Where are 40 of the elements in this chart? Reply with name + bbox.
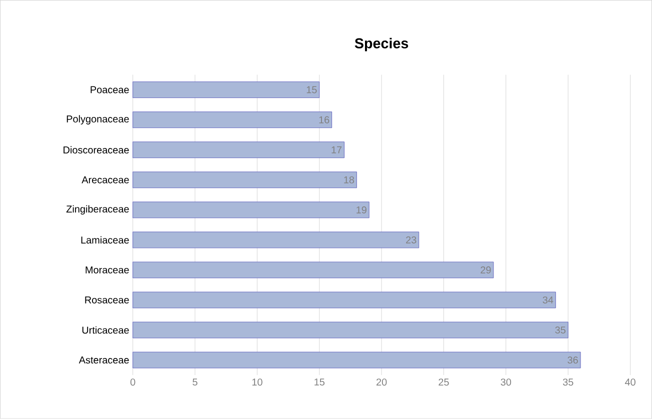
y-tick-label: Zingiberaceae: [66, 205, 129, 215]
chart-title: Species: [354, 38, 408, 52]
x-tick-label: 5: [192, 378, 198, 386]
bar: [132, 82, 320, 98]
y-tick-label: Polygonaceae: [66, 115, 129, 125]
y-tick-label: Moraceae: [86, 266, 129, 274]
bar: [132, 232, 420, 248]
bar: [132, 112, 332, 128]
x-tick-label: 40: [624, 378, 636, 386]
data-label: 18: [344, 176, 354, 184]
bar: [132, 322, 568, 338]
x-tick-label: 20: [376, 378, 387, 386]
x-tick-label: 15: [314, 378, 324, 386]
data-label: 17: [332, 146, 342, 154]
y-tick-label: Arecaceae: [82, 176, 129, 184]
x-tick-label: 35: [562, 378, 574, 386]
y-tick-label: Dioscoreaceae: [64, 146, 129, 154]
y-tick-label: Rosaceae: [85, 296, 129, 304]
data-label: 29: [480, 266, 491, 274]
y-tick-label: Asteraceae: [78, 356, 129, 364]
bar: [132, 142, 344, 158]
data-label: 36: [568, 356, 578, 364]
y-tick-label: Poaceae: [90, 86, 129, 94]
x-tick-label: 25: [438, 378, 449, 386]
bar: [132, 172, 357, 188]
bar: [132, 292, 556, 308]
x-tick-label: 30: [500, 378, 512, 386]
x-tick-label: 0: [130, 378, 136, 386]
x-tick-label: 10: [252, 378, 262, 386]
data-label: 19: [356, 206, 366, 214]
data-label: 16: [319, 116, 330, 124]
bar: [132, 352, 581, 368]
data-label: 23: [406, 236, 416, 244]
y-tick-label: Urticaceae: [82, 326, 129, 334]
data-label: 15: [306, 86, 317, 94]
bar: [132, 262, 494, 278]
y-tick-label: Lamiaceae: [81, 236, 129, 244]
bar: [132, 202, 370, 218]
data-label: 35: [555, 326, 566, 334]
data-label: 34: [542, 296, 554, 304]
